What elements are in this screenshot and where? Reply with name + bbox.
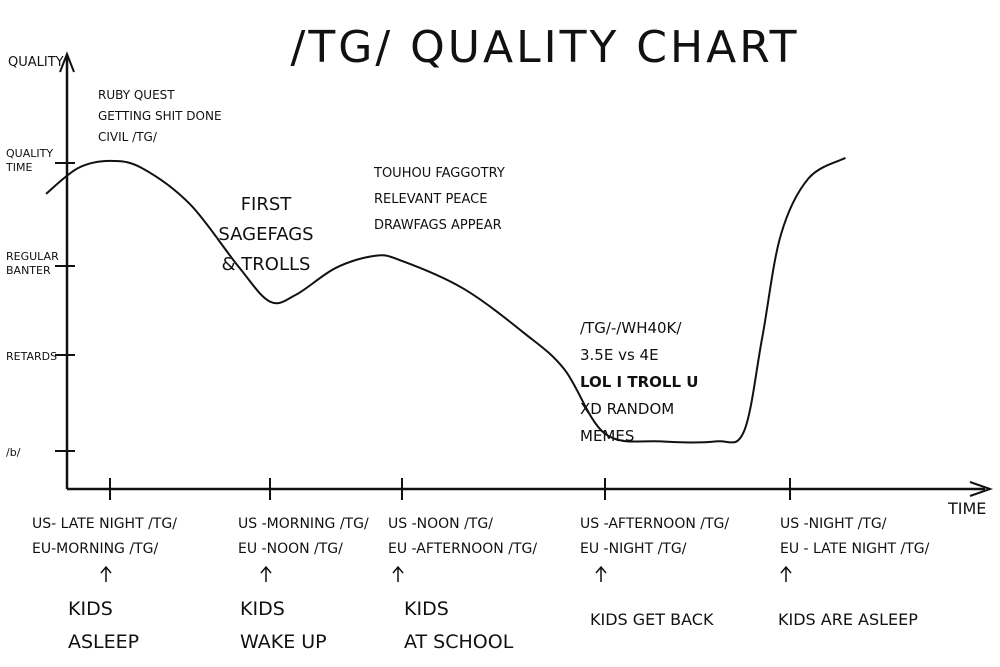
annotation-text: CIVIL /TG/ bbox=[98, 130, 158, 144]
annotation-text: LOL I TROLL U bbox=[580, 373, 698, 391]
quality-line bbox=[45, 156, 846, 444]
x-tick-note: KIDS bbox=[404, 598, 449, 620]
arrow-up-icon bbox=[595, 565, 607, 582]
x-tick-note: KIDS GET BACK bbox=[590, 610, 714, 629]
x-tick-label: US- LATE NIGHT /TG/ bbox=[32, 516, 177, 532]
annotation-text: XD RANDOM bbox=[580, 400, 674, 418]
y-tick-label: REGULAR BANTER bbox=[6, 250, 59, 277]
annotation-text: FIRST bbox=[241, 194, 293, 215]
annotation-text: DRAWFAGS APPEAR bbox=[374, 218, 502, 233]
x-tick-note: AT SCHOOL bbox=[404, 631, 514, 653]
annotation-text: & TROLLS bbox=[222, 254, 311, 275]
annotation-text: SAGEFAGS bbox=[218, 224, 313, 245]
x-tick-label: EU-MORNING /TG/ bbox=[32, 541, 158, 557]
y-axis bbox=[59, 51, 75, 489]
arrow-up-icon bbox=[392, 565, 404, 582]
x-tick-note: ASLEEP bbox=[68, 631, 139, 653]
x-axis-label: TIME bbox=[947, 499, 986, 518]
arrow-up-icon bbox=[100, 565, 112, 582]
y-ticks: /b/RETARDS REGULAR BANTER QUALITY TIME bbox=[5, 147, 75, 459]
x-tick-note: WAKE UP bbox=[240, 631, 327, 653]
x-tick-label: EU - LATE NIGHT /TG/ bbox=[780, 541, 930, 557]
annotations: RUBY QUEST GETTING SHIT DONE CIVIL /TG/FIR… bbox=[98, 88, 698, 445]
annotation-text: 3.5E vs 4E bbox=[580, 346, 659, 364]
annotation-text: GETTING SHIT DONE bbox=[98, 109, 222, 123]
x-tick-label: US -AFTERNOON /TG/ bbox=[580, 516, 729, 532]
x-ticks: US- LATE NIGHT /TG/EU-MORNING /TG/KIDS AS… bbox=[32, 478, 930, 653]
x-tick-label: US -NIGHT /TG/ bbox=[780, 516, 887, 532]
y-tick-label: RETARDS bbox=[6, 350, 57, 363]
arrow-up-icon bbox=[780, 565, 792, 582]
x-tick-label: US -MORNING /TG/ bbox=[238, 516, 369, 532]
x-tick-note: KIDS ARE ASLEEP bbox=[778, 610, 918, 629]
x-tick-note: KIDS bbox=[68, 598, 113, 620]
y-axis-label: QUALITY bbox=[8, 55, 64, 70]
annotation-text: MEMES bbox=[580, 427, 634, 445]
x-axis bbox=[67, 481, 994, 497]
x-tick-label: US -NOON /TG/ bbox=[388, 516, 493, 532]
y-tick-label: QUALITY TIME bbox=[5, 147, 53, 174]
chart-title: /TG/ QUALITY CHART bbox=[291, 22, 800, 73]
x-tick-label: EU -AFTERNOON /TG/ bbox=[388, 541, 537, 557]
annotation-text: RUBY QUEST bbox=[98, 88, 175, 102]
annotation-text: TOUHOU FAGGOTRY bbox=[373, 166, 505, 181]
annotation-text: /TG/-/WH40K/ bbox=[580, 319, 682, 337]
x-tick-label: EU -NIGHT /TG/ bbox=[580, 541, 687, 557]
x-tick-label: EU -NOON /TG/ bbox=[238, 541, 343, 557]
x-tick-note: KIDS bbox=[240, 598, 285, 620]
annotation-text: RELEVANT PEACE bbox=[374, 192, 487, 207]
y-tick-label: /b/ bbox=[6, 446, 21, 459]
arrow-up-icon bbox=[260, 565, 272, 582]
